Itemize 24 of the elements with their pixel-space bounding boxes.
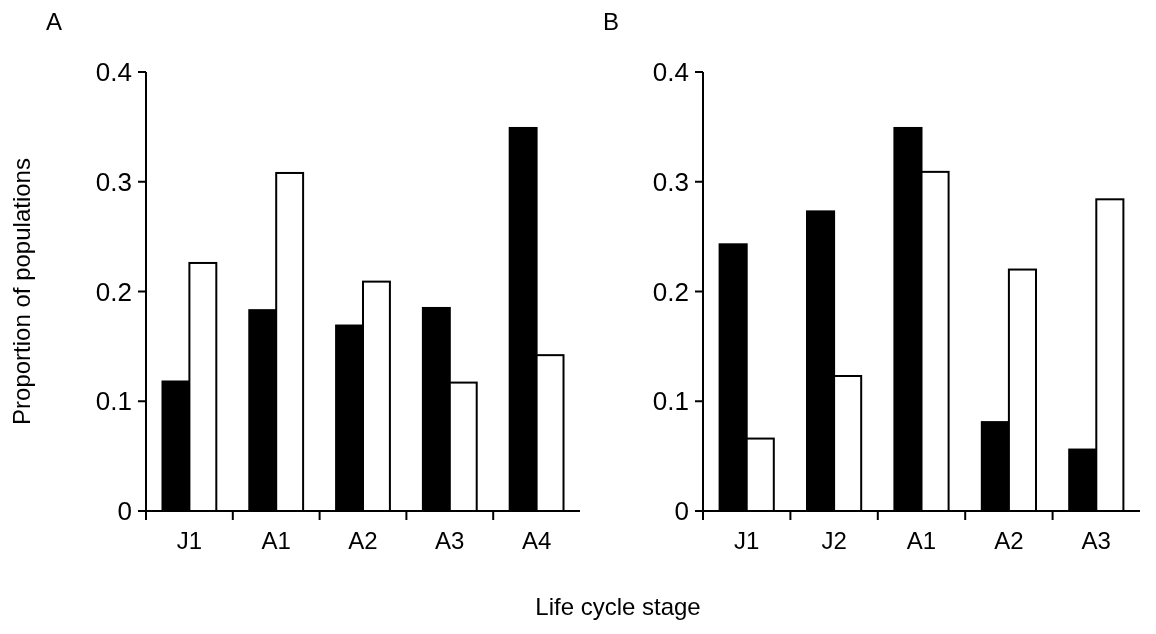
y-tick-label: 0.4 <box>95 57 132 88</box>
y-tick-label: 0.1 <box>652 386 689 417</box>
x-tick-label: J1 <box>734 527 760 554</box>
x-tick-label: J1 <box>176 527 203 554</box>
x-tick-label: A3 <box>435 527 465 554</box>
x-tick-label: A2 <box>994 527 1024 554</box>
chart-title: B <box>603 8 620 35</box>
y-axis-title: Proportion of populations <box>8 158 35 425</box>
x-tick-label: A2 <box>348 527 378 554</box>
x-tick-label: A4 <box>521 527 552 554</box>
x-tick-label: J2 <box>821 527 847 554</box>
y-tick-label: 0.2 <box>652 276 689 307</box>
x-tick-label: A1 <box>906 527 937 554</box>
x-axis-title: Life cycle stage <box>535 593 701 620</box>
y-tick-label: 0.3 <box>652 166 689 197</box>
chart-title: A <box>46 8 63 35</box>
y-tick-label: 0.3 <box>95 166 132 197</box>
y-tick-label: 0.1 <box>95 386 132 417</box>
y-tick-label: 0.4 <box>652 57 689 88</box>
x-tick-label: A1 <box>261 527 291 554</box>
x-tick-label: A3 <box>1081 527 1111 554</box>
y-tick-label: 0 <box>674 496 689 527</box>
y-tick-label: 0 <box>117 496 132 527</box>
y-tick-label: 0.2 <box>95 276 132 307</box>
